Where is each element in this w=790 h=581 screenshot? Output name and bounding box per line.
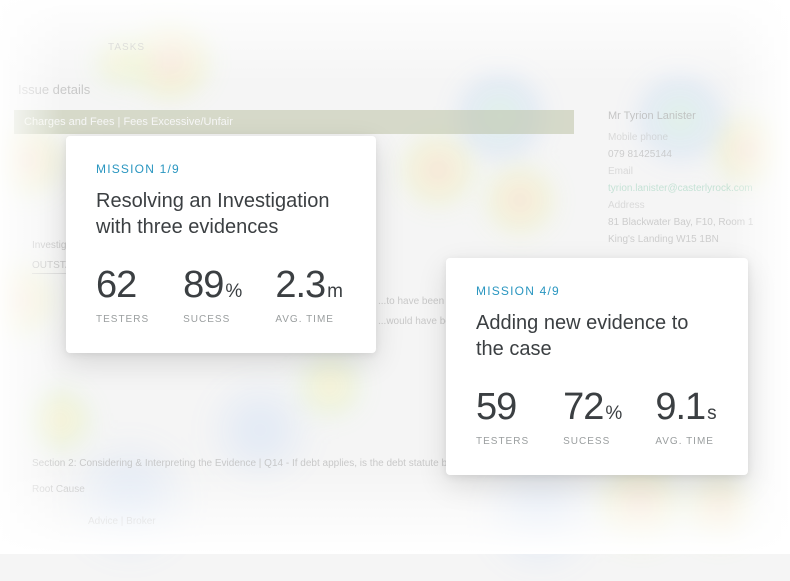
stat-unit: m — [327, 281, 342, 302]
stat-success: 89% SUCESS — [183, 266, 241, 325]
heatmap-spot — [635, 73, 725, 163]
stat-label: AVG. TIME — [655, 436, 715, 447]
heatmap-spot — [402, 134, 474, 206]
bg-address1: 81 Blackwater Bay, F10, Room 1 — [608, 217, 778, 228]
stat-avg-time: 9.1s AVG. TIME — [655, 388, 715, 447]
mission-stats: 59 TESTERS 72% SUCESS 9.1s AVG. TIME — [476, 388, 718, 447]
heatmap-spot — [715, 115, 785, 185]
heatmap-spot — [486, 166, 554, 234]
mission-label: MISSION 4/9 — [476, 284, 718, 298]
bg-bar-text: Charges and Fees | Fees Excessive/Unfair — [24, 116, 233, 128]
heatmap-spot — [0, 125, 61, 195]
bg-section-label: Issue details — [18, 82, 90, 97]
mission-label: MISSION 1/9 — [96, 162, 346, 176]
mission-title: Adding new evidence to the case — [476, 310, 718, 362]
stat-unit: % — [225, 281, 241, 302]
stat-number: 9.1 — [655, 386, 705, 428]
mission-card-2: MISSION 4/9 Adding new evidence to the c… — [446, 258, 748, 475]
stat-label: TESTERS — [476, 436, 529, 447]
mission-stats: 62 TESTERS 89% SUCESS 2.3m AVG. TIME — [96, 266, 346, 325]
heatmap-spot — [600, 466, 680, 546]
stat-testers: 59 TESTERS — [476, 388, 529, 447]
stat-number: 72 — [563, 386, 603, 428]
mission-title: Resolving an Investigation with three ev… — [96, 188, 346, 240]
heatmap-spot — [60, 430, 200, 570]
stat-value: 72% — [563, 388, 621, 426]
stat-value: 59 — [476, 388, 529, 426]
heatmap-spot — [95, 35, 145, 85]
stat-value: 2.3m — [275, 266, 342, 304]
heatmap-spot — [200, 370, 320, 490]
stat-value: 62 — [96, 266, 149, 304]
stat-label: TESTERS — [96, 314, 149, 325]
stat-unit: s — [707, 403, 716, 424]
stat-label: SUCESS — [563, 436, 621, 447]
bg-address-label: Address — [608, 200, 778, 211]
heatmap-spot — [455, 71, 545, 161]
stat-value: 89% — [183, 266, 241, 304]
stat-value: 9.1s — [655, 388, 715, 426]
stat-number: 89 — [183, 264, 223, 306]
heatmap-spot — [0, 265, 51, 335]
stat-number: 2.3 — [275, 264, 325, 306]
stat-success: 72% SUCESS — [563, 388, 621, 447]
stat-label: AVG. TIME — [275, 314, 342, 325]
mission-card-1: MISSION 1/9 Resolving an Investigation w… — [66, 136, 376, 353]
stat-label: SUCESS — [183, 314, 241, 325]
stat-testers: 62 TESTERS — [96, 266, 149, 325]
heatmap-spot — [687, 477, 753, 543]
bg-address2: King's Landing W15 1BN — [608, 234, 778, 245]
stat-avg-time: 2.3m AVG. TIME — [275, 266, 342, 325]
stat-unit: % — [605, 403, 621, 424]
heatmap-spot — [30, 390, 90, 450]
